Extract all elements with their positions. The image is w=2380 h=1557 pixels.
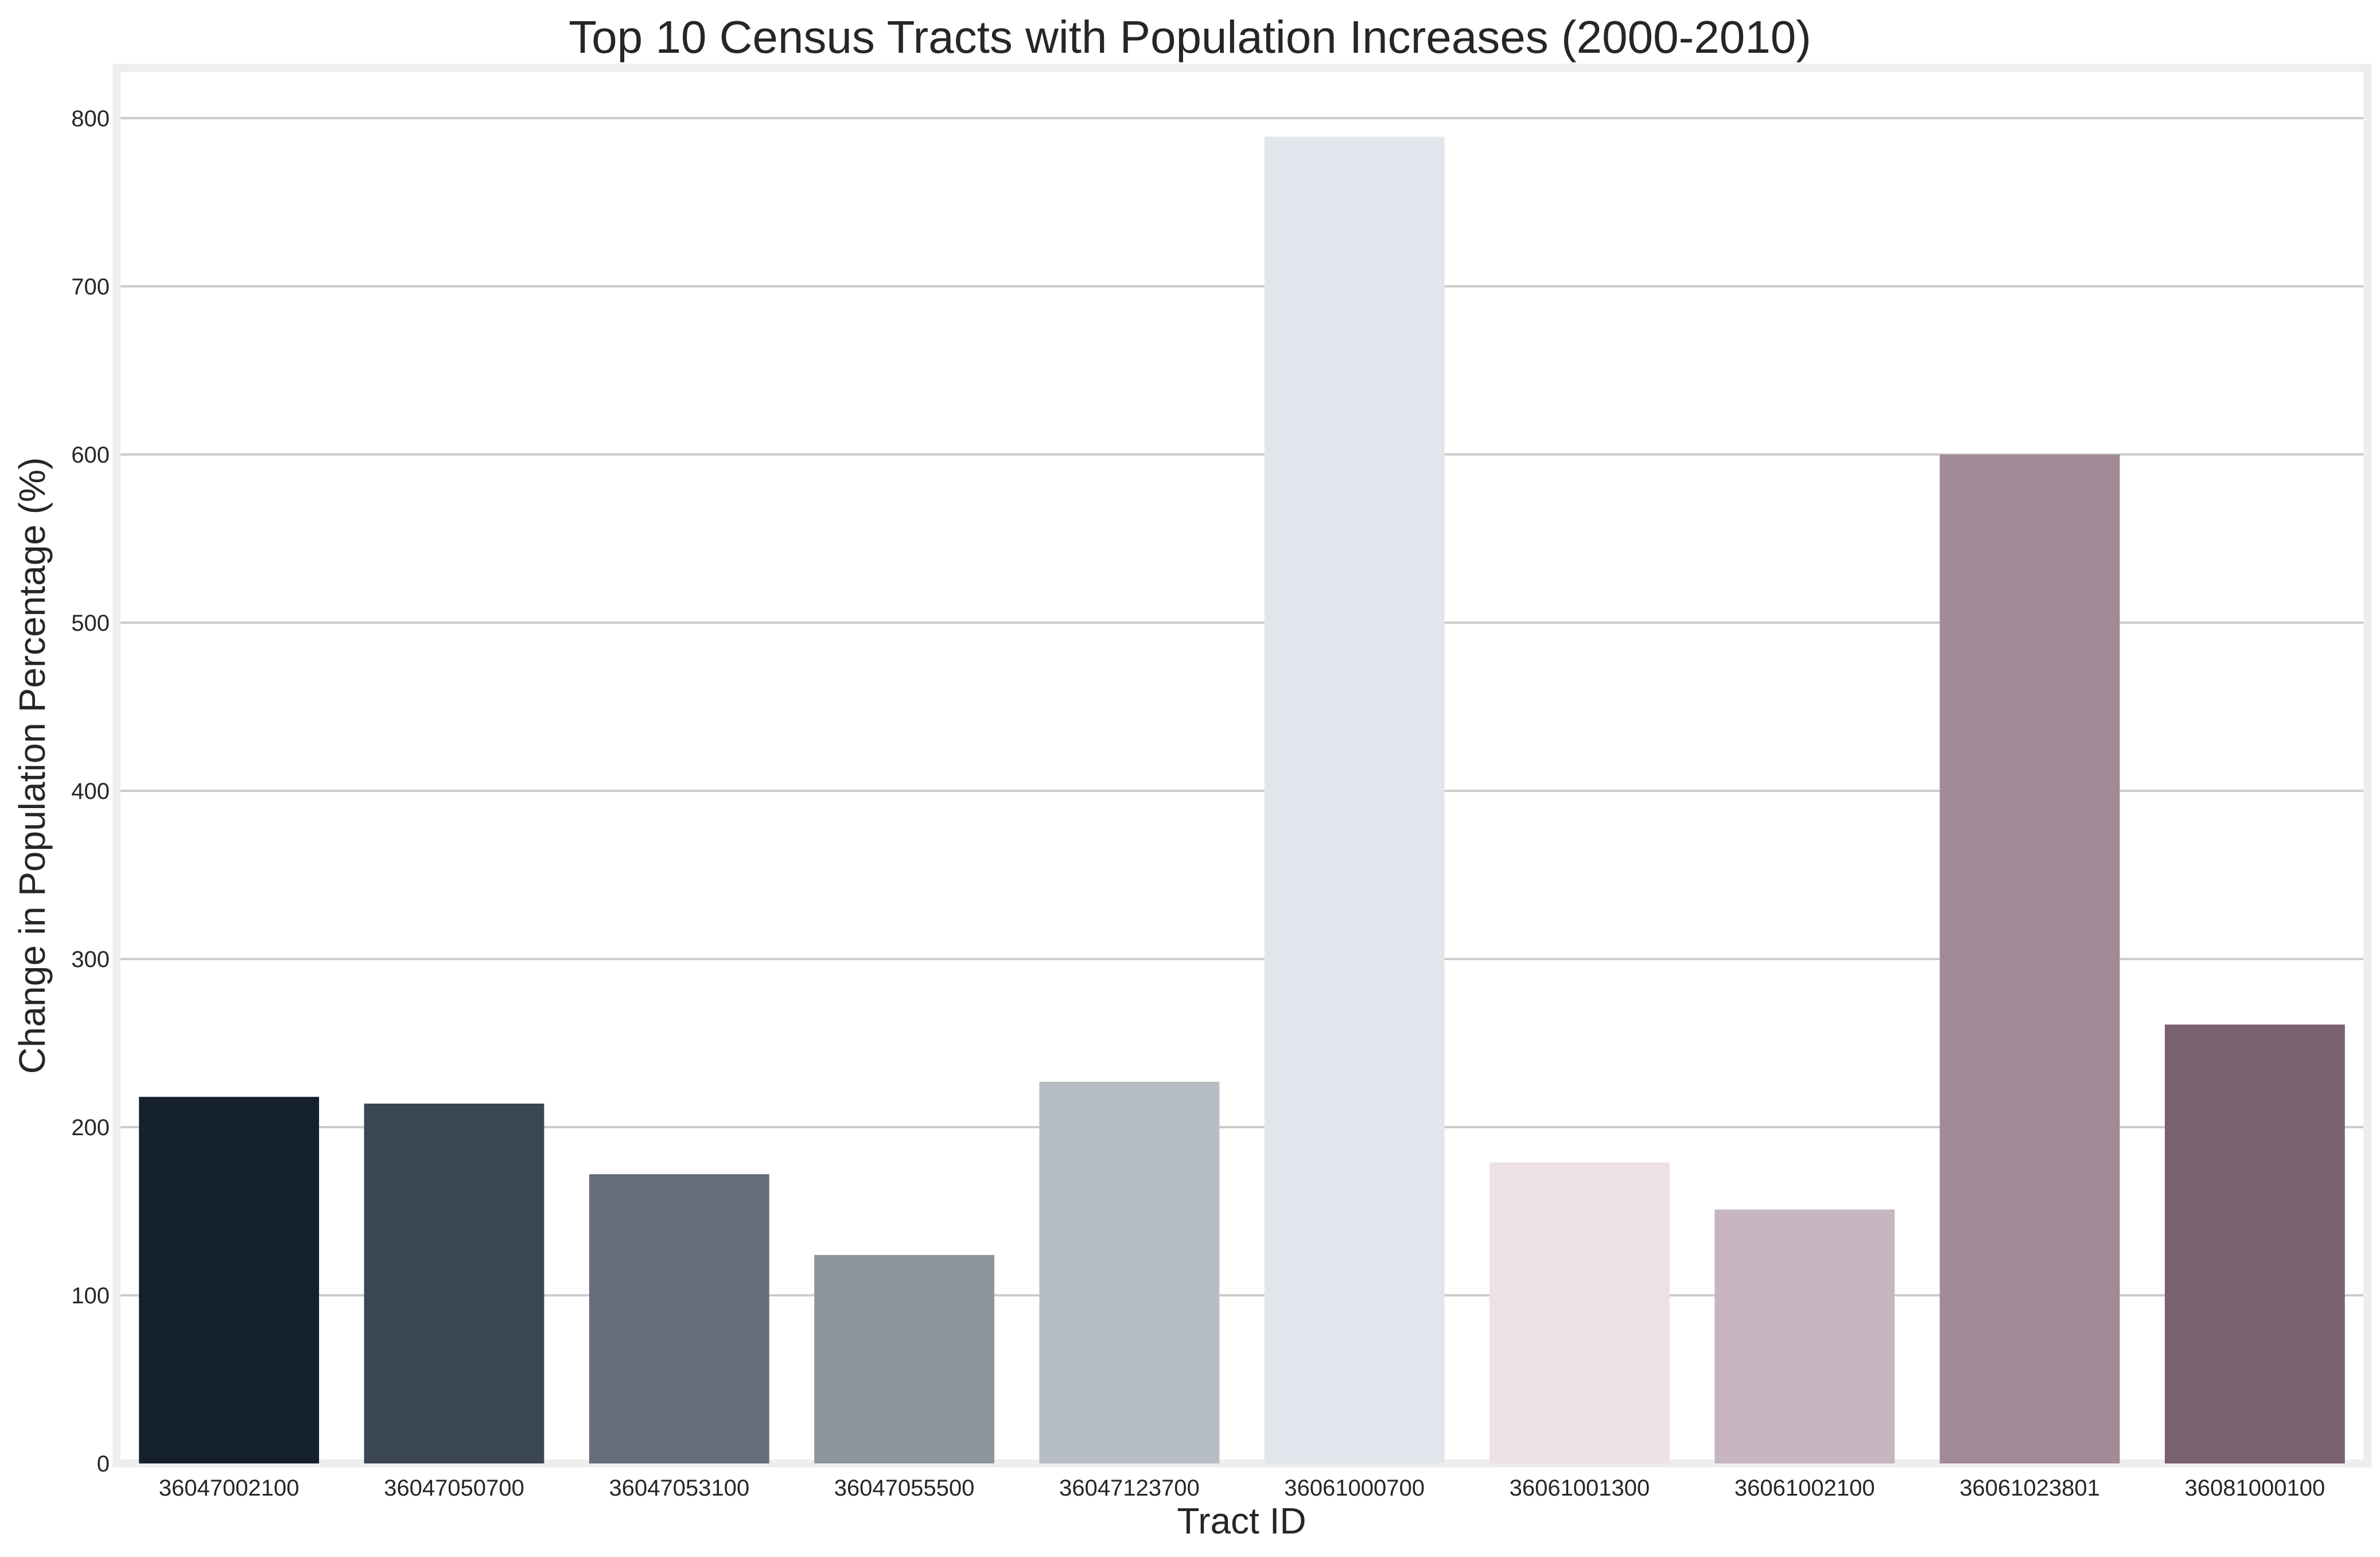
y-tick-label: 800 xyxy=(71,106,110,131)
y-tick-label: 600 xyxy=(71,442,110,468)
x-tick-label: 36047050700 xyxy=(384,1476,524,1501)
bars xyxy=(139,137,2345,1463)
y-tick-label: 300 xyxy=(71,947,110,972)
y-axis-ticks: 0 100 200 300 400 500 600 700 800 xyxy=(71,106,110,1477)
bar-36047002100 xyxy=(139,1097,320,1463)
x-tick-label: 36047123700 xyxy=(1059,1476,1200,1501)
x-tick-label: 36061001300 xyxy=(1510,1476,1650,1501)
x-tick-label: 36047002100 xyxy=(159,1476,300,1501)
x-tick-label: 36047053100 xyxy=(609,1476,749,1501)
x-tick-label: 36061023801 xyxy=(1959,1476,2100,1501)
bar-36061000700 xyxy=(1264,137,1445,1463)
y-tick-label: 700 xyxy=(71,274,110,300)
y-tick-label: 400 xyxy=(71,779,110,804)
bar-36047055500 xyxy=(814,1255,994,1463)
bar-36047050700 xyxy=(364,1103,545,1463)
bar-36061002100 xyxy=(1714,1209,1895,1463)
x-tick-label: 36061002100 xyxy=(1735,1476,1875,1501)
bar-36061023801 xyxy=(1939,454,2120,1463)
bar-36047053100 xyxy=(589,1174,769,1463)
chart-title: Top 10 Census Tracts with Population Inc… xyxy=(569,11,1811,63)
bar-36047123700 xyxy=(1039,1081,1220,1463)
x-tick-label: 36081000100 xyxy=(2184,1476,2325,1501)
bar-36081000100 xyxy=(2164,1024,2345,1463)
y-axis-label: Change in Population Percentage (%) xyxy=(11,457,53,1074)
y-tick-label: 100 xyxy=(71,1283,110,1308)
x-tick-label: 36061000700 xyxy=(1284,1476,1425,1501)
bar-36061001300 xyxy=(1490,1162,1670,1463)
y-tick-label: 0 xyxy=(97,1451,110,1477)
x-axis-label: Tract ID xyxy=(1177,1500,1306,1542)
plot-area xyxy=(112,64,2371,1467)
x-tick-label: 36047055500 xyxy=(834,1476,975,1501)
y-tick-label: 200 xyxy=(71,1115,110,1140)
y-tick-label: 500 xyxy=(71,611,110,636)
x-axis-ticks: 36047002100 36047050700 36047053100 3604705… xyxy=(159,1476,2325,1501)
